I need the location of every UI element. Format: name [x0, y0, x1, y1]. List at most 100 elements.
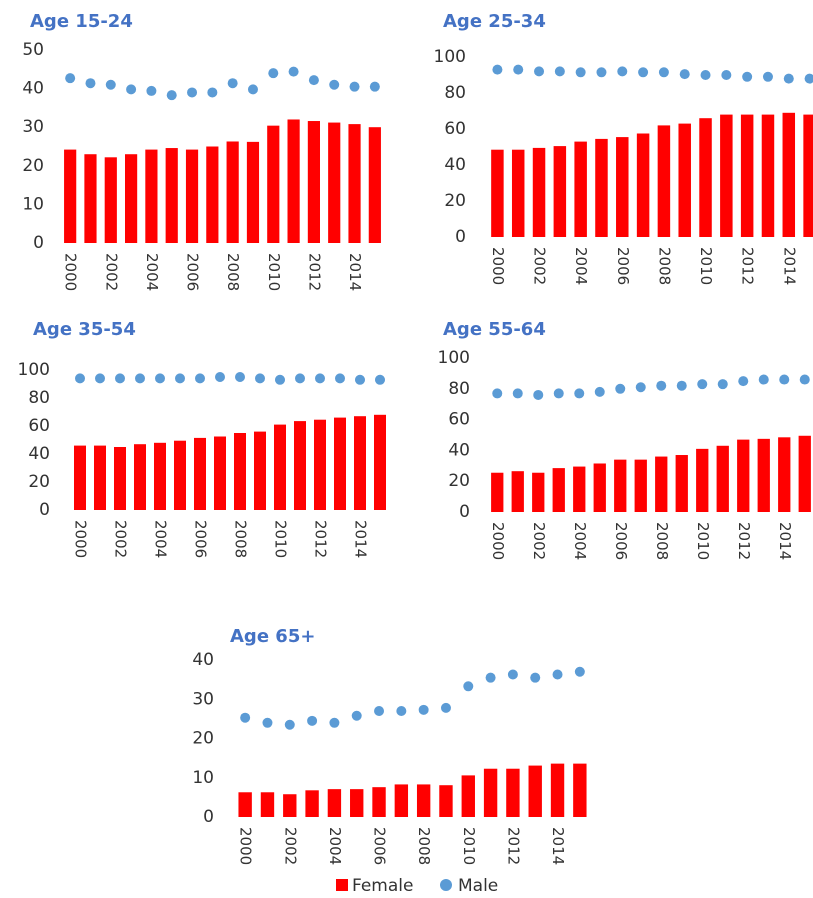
dot — [95, 373, 105, 384]
bar — [616, 137, 629, 237]
bar — [214, 436, 226, 510]
dot — [512, 388, 523, 399]
dot — [105, 79, 116, 90]
bar — [374, 414, 386, 510]
dot — [762, 71, 773, 82]
x-tick-label: 2000 — [72, 520, 90, 558]
x-tick-label: 2008 — [653, 522, 671, 560]
bar — [491, 149, 504, 237]
legend-label: Male — [458, 876, 498, 896]
x-tick-label: 2010 — [697, 247, 715, 285]
y-tick-label: 60 — [448, 410, 470, 430]
bar — [368, 127, 381, 243]
bar — [226, 141, 239, 243]
bar — [803, 114, 813, 237]
bar — [573, 466, 586, 512]
y-tick-label: 0 — [39, 500, 50, 520]
bar — [283, 794, 297, 817]
dot — [574, 666, 585, 677]
x-tick-label: 2014 — [549, 827, 567, 865]
dot — [369, 81, 380, 92]
dot — [554, 66, 565, 77]
x-tick-label: 2004 — [143, 253, 161, 291]
dot — [552, 669, 563, 680]
y-tick-label: 40 — [444, 155, 466, 175]
y-tick-label: 50 — [22, 40, 44, 60]
dot — [418, 704, 429, 715]
bar — [757, 438, 770, 512]
dot — [530, 672, 541, 683]
bar — [307, 121, 320, 243]
x-tick-label: 2014 — [776, 522, 794, 560]
dot — [658, 67, 669, 78]
y-tick-label: 0 — [33, 233, 44, 253]
bar — [254, 431, 266, 510]
bar — [740, 114, 754, 237]
y-tick-label: 20 — [444, 191, 466, 211]
dot — [275, 374, 285, 385]
dot — [742, 71, 753, 82]
y-tick-label: 30 — [192, 689, 214, 709]
dot — [175, 373, 185, 384]
y-tick-label: 100 — [18, 360, 50, 380]
dot — [513, 64, 524, 75]
dot — [85, 78, 96, 89]
bar — [511, 471, 524, 512]
bar — [553, 146, 567, 237]
x-tick-label: 2004 — [326, 827, 344, 865]
bar — [506, 768, 520, 817]
dot — [187, 87, 198, 98]
bar — [165, 148, 178, 243]
dot — [315, 373, 325, 384]
dot — [533, 389, 544, 400]
dot — [779, 374, 790, 385]
x-tick-label: 2012 — [504, 827, 522, 865]
bar — [461, 775, 475, 817]
dot — [799, 374, 810, 385]
bar — [274, 424, 286, 510]
bar — [699, 118, 712, 237]
bar — [174, 440, 186, 510]
bar — [238, 792, 252, 817]
dot — [575, 67, 586, 78]
bar — [716, 445, 729, 512]
dot — [355, 374, 365, 385]
bar — [574, 141, 587, 237]
x-tick-label: 2008 — [224, 253, 242, 291]
dot — [262, 717, 273, 728]
y-tick-label: 0 — [459, 502, 470, 522]
x-tick-label: 2012 — [305, 253, 323, 291]
dot — [738, 376, 749, 387]
dot — [349, 81, 360, 92]
dot — [463, 681, 474, 692]
dot — [534, 66, 545, 77]
y-tick-label: 0 — [203, 807, 214, 827]
bar — [134, 444, 146, 510]
dot — [553, 388, 564, 399]
bar — [246, 141, 260, 243]
dot — [235, 372, 245, 382]
dot — [247, 84, 258, 95]
x-tick-label: 2014 — [346, 253, 364, 291]
x-tick-label: 2010 — [694, 522, 712, 560]
dot — [240, 712, 251, 723]
bar — [267, 125, 280, 243]
dot — [485, 672, 496, 683]
y-tick-label: 80 — [28, 388, 50, 408]
y-tick-label: 40 — [22, 79, 44, 99]
dot — [804, 73, 813, 84]
y-tick-label: 80 — [448, 379, 470, 399]
dot — [721, 70, 732, 80]
dot — [207, 87, 218, 98]
x-tick-label: 2002 — [102, 253, 120, 291]
dot — [155, 373, 165, 384]
bar — [416, 784, 431, 817]
dot — [115, 373, 125, 384]
bar — [114, 447, 126, 510]
dot — [284, 719, 295, 730]
bar — [573, 763, 587, 817]
dot — [574, 388, 585, 399]
panel-title: Age 65+ — [230, 626, 315, 647]
dot — [288, 66, 299, 77]
bar — [782, 112, 796, 237]
